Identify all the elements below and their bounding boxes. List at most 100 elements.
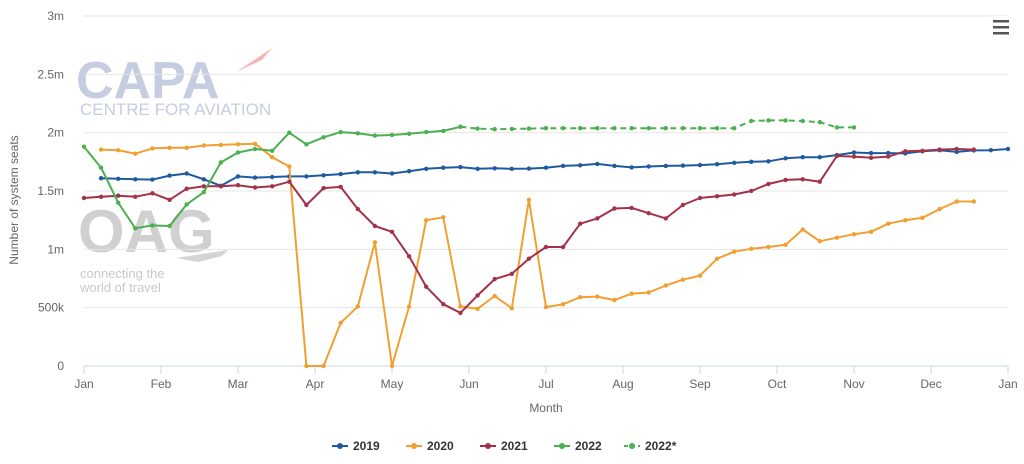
data-point[interactable]	[252, 185, 258, 190]
data-point[interactable]	[732, 192, 737, 197]
data-point[interactable]	[201, 177, 206, 182]
data-point[interactable]	[270, 148, 275, 153]
data-point[interactable]	[954, 146, 959, 152]
data-point[interactable]	[629, 205, 634, 211]
data-point[interactable]	[800, 155, 805, 160]
data-point[interactable]	[372, 170, 378, 175]
data-point[interactable]	[543, 304, 549, 310]
data-point[interactable]	[851, 125, 857, 130]
data-point[interactable]	[424, 284, 429, 289]
data-point[interactable]	[98, 165, 104, 170]
data-point[interactable]	[270, 155, 275, 160]
legend-item-2022[interactable]: 2022	[554, 439, 602, 453]
data-point[interactable]	[116, 193, 121, 198]
data-point[interactable]	[509, 306, 514, 311]
data-point[interactable]	[509, 126, 514, 132]
data-point[interactable]	[595, 216, 600, 221]
data-point[interactable]	[201, 190, 206, 195]
data-point[interactable]	[629, 291, 634, 296]
data-point[interactable]	[167, 173, 172, 178]
data-point[interactable]	[441, 165, 446, 170]
data-point[interactable]	[526, 197, 532, 202]
legend-item-2019[interactable]: 2019	[332, 439, 380, 453]
data-point[interactable]	[971, 147, 976, 152]
data-point[interactable]	[475, 126, 480, 131]
data-point[interactable]	[1005, 146, 1011, 152]
data-point[interactable]	[663, 216, 668, 221]
data-point[interactable]	[783, 242, 788, 247]
data-point[interactable]	[201, 143, 206, 148]
data-point[interactable]	[98, 147, 104, 152]
data-point[interactable]	[868, 150, 874, 156]
data-point[interactable]	[184, 186, 189, 191]
data-point[interactable]	[150, 223, 155, 228]
data-point[interactable]	[116, 200, 121, 205]
data-point[interactable]	[150, 146, 155, 151]
data-point[interactable]	[492, 293, 497, 299]
data-point[interactable]	[304, 142, 309, 147]
data-point[interactable]	[817, 155, 822, 160]
data-point[interactable]	[98, 194, 104, 199]
data-point[interactable]	[629, 126, 634, 131]
data-point[interactable]	[355, 131, 360, 136]
data-point[interactable]	[458, 310, 463, 316]
data-point[interactable]	[868, 155, 874, 160]
data-point[interactable]	[304, 202, 309, 208]
data-point[interactable]	[133, 177, 138, 182]
data-point[interactable]	[749, 159, 754, 164]
data-point[interactable]	[338, 320, 343, 325]
data-point[interactable]	[372, 133, 378, 138]
data-point[interactable]	[355, 304, 360, 309]
data-point[interactable]	[389, 229, 395, 234]
data-point[interactable]	[389, 363, 395, 369]
data-point[interactable]	[492, 276, 497, 282]
data-point[interactable]	[663, 283, 668, 288]
data-point[interactable]	[680, 163, 686, 168]
data-point[interactable]	[184, 171, 189, 176]
data-point[interactable]	[338, 184, 343, 190]
data-point[interactable]	[988, 148, 994, 153]
data-point[interactable]	[714, 126, 720, 131]
data-point[interactable]	[920, 215, 925, 220]
data-point[interactable]	[116, 148, 121, 153]
data-point[interactable]	[321, 135, 326, 140]
data-point[interactable]	[612, 297, 617, 303]
data-point[interactable]	[817, 120, 822, 125]
data-point[interactable]	[235, 142, 241, 147]
data-point[interactable]	[458, 124, 463, 129]
data-point[interactable]	[783, 118, 788, 123]
data-point[interactable]	[458, 164, 463, 170]
data-point[interactable]	[355, 170, 360, 175]
data-point[interactable]	[321, 185, 326, 191]
data-point[interactable]	[595, 294, 600, 299]
data-point[interactable]	[389, 132, 395, 138]
data-point[interactable]	[338, 171, 343, 177]
data-point[interactable]	[424, 166, 429, 171]
data-point[interactable]	[492, 127, 497, 132]
data-point[interactable]	[560, 244, 566, 250]
data-point[interactable]	[133, 194, 138, 199]
data-point[interactable]	[629, 165, 634, 170]
data-point[interactable]	[287, 179, 292, 184]
data-point[interactable]	[526, 256, 532, 261]
data-point[interactable]	[252, 175, 258, 180]
legend-item-2021[interactable]: 2021	[480, 439, 528, 453]
data-point[interactable]	[218, 142, 224, 148]
data-point[interactable]	[971, 199, 976, 204]
data-point[interactable]	[509, 166, 514, 171]
data-point[interactable]	[235, 183, 241, 188]
data-point[interactable]	[252, 141, 258, 146]
data-point[interactable]	[304, 174, 309, 179]
data-point[interactable]	[697, 162, 703, 168]
data-point[interactable]	[646, 164, 651, 169]
data-point[interactable]	[646, 211, 651, 216]
data-point[interactable]	[663, 126, 668, 131]
data-point[interactable]	[475, 166, 480, 171]
data-point[interactable]	[389, 171, 395, 176]
data-point[interactable]	[509, 271, 514, 276]
data-point[interactable]	[903, 218, 908, 223]
data-point[interactable]	[218, 184, 224, 189]
data-point[interactable]	[886, 221, 891, 226]
data-point[interactable]	[492, 166, 497, 171]
data-point[interactable]	[766, 159, 771, 164]
